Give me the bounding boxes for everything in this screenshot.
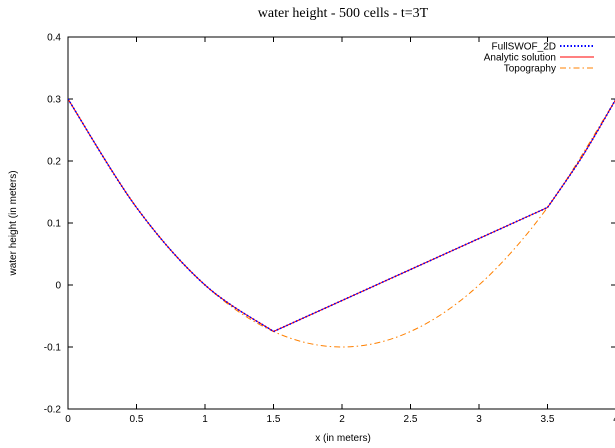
series-line-analytic-solution bbox=[68, 98, 615, 333]
y-axis: -0.2 -0.1 0 0.1 0.2 0.3 0.4 bbox=[44, 33, 615, 416]
x-axis: 0 0.5 1 1.5 2 2.5 3 3.5 4 bbox=[65, 37, 615, 425]
legend-label: Analytic solution bbox=[484, 53, 556, 64]
x-tick-label: 4 bbox=[613, 414, 615, 425]
x-tick-label: 0.5 bbox=[130, 414, 144, 425]
y-tick-label: 0.4 bbox=[47, 33, 61, 44]
x-tick-label: 2.5 bbox=[404, 414, 418, 425]
x-tick-label: 3.5 bbox=[541, 414, 555, 425]
x-tick-label: 1 bbox=[202, 414, 208, 425]
series-layer bbox=[68, 98, 615, 348]
y-tick-label: 0 bbox=[55, 281, 61, 292]
y-tick-label: -0.1 bbox=[44, 343, 62, 354]
x-tick-label: 3 bbox=[476, 414, 482, 425]
y-tick-label: 0.1 bbox=[47, 219, 61, 230]
legend-label: FullSWOF_2D bbox=[492, 42, 556, 53]
y-tick-label: 0.3 bbox=[47, 95, 61, 106]
series-line-topography bbox=[68, 98, 615, 348]
x-tick-label: 2 bbox=[339, 414, 345, 425]
y-tick-label: -0.2 bbox=[44, 405, 62, 416]
plot-frame bbox=[67, 36, 615, 410]
chart-title: water height - 500 cells - t=3T bbox=[258, 6, 429, 21]
y-axis-label: water height (in meters) bbox=[8, 170, 19, 276]
y-tick-label: 0.2 bbox=[47, 157, 61, 168]
legend-label: Topography bbox=[504, 64, 556, 75]
x-tick-label: 1.5 bbox=[267, 414, 281, 425]
series-line-fullswof-2d bbox=[68, 98, 615, 333]
x-tick-label: 0 bbox=[65, 414, 71, 425]
x-axis-label: x (in meters) bbox=[315, 433, 371, 444]
